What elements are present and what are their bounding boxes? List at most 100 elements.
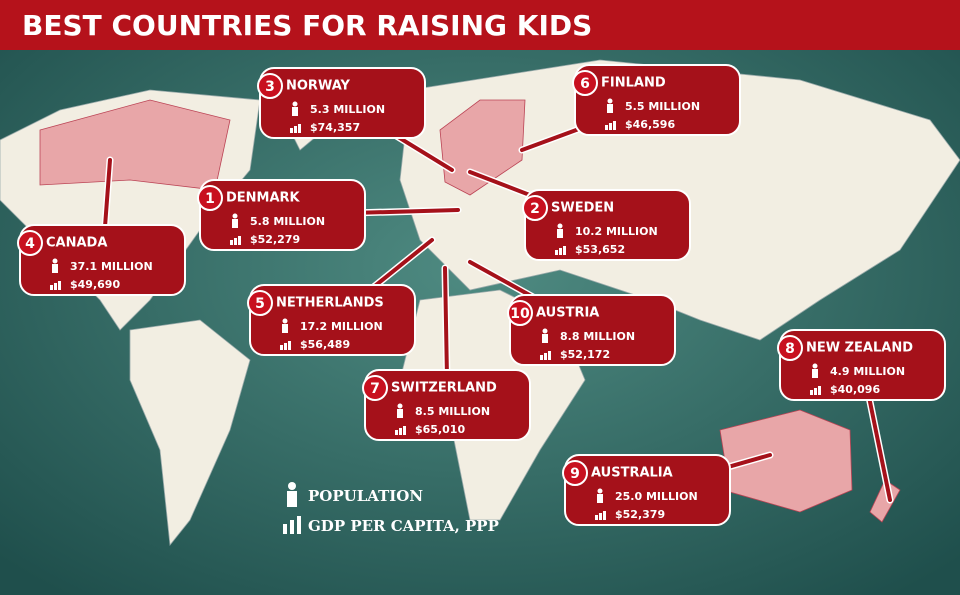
population: 5.3 MILLION: [310, 103, 385, 116]
person-icon: [557, 223, 563, 229]
rank-badge: [247, 290, 273, 316]
person-icon: [232, 219, 238, 228]
chart-icon: [548, 351, 551, 360]
rank: 2: [530, 201, 540, 217]
rank-badge: [17, 230, 43, 256]
person-icon: [542, 328, 548, 334]
country: CANADA: [46, 236, 107, 251]
highlighted-countries: [39, 99, 901, 523]
chart-icon: [298, 124, 301, 133]
gdp: $65,010: [415, 423, 465, 436]
rank: 3: [265, 79, 275, 95]
chart-icon: [288, 341, 291, 350]
chart-icon: [403, 426, 406, 435]
chart-icon: [234, 238, 237, 245]
person-icon: [542, 334, 548, 343]
chart-icon: [399, 428, 402, 435]
chart-icon: [814, 388, 817, 395]
country: SWEDEN: [551, 201, 614, 216]
population: 5.5 MILLION: [625, 100, 700, 113]
rank-badge: [197, 185, 223, 211]
callout: 9 AUSTRALIA 25.0 MILLION $52,379: [562, 451, 774, 526]
callouts: 1 DENMARK 5.8 MILLION $52,279 2 SWEDEN 10.2 MI…: [17, 64, 946, 526]
country: NEW ZEALAND: [806, 341, 913, 356]
population: 8.5 MILLION: [415, 405, 490, 418]
nordics-shape: [439, 99, 526, 196]
rank: 4: [25, 236, 35, 252]
population: 8.8 MILLION: [560, 330, 635, 343]
chart-icon: [230, 240, 233, 245]
person-icon: [397, 409, 403, 418]
person-icon: [282, 318, 288, 324]
population: 10.2 MILLION: [575, 225, 658, 238]
person-icon: [812, 363, 818, 369]
gdp: $52,172: [560, 348, 610, 361]
gdp: $49,690: [70, 278, 120, 291]
gdp: $74,357: [310, 121, 360, 134]
chart-icon: [284, 343, 287, 350]
callout: 10 AUSTRIA 8.8 MILLION $52,172: [466, 258, 676, 366]
chart-icon: [283, 524, 287, 534]
callout-box: [364, 369, 531, 441]
chart-icon: [609, 123, 612, 130]
chart-icon: [297, 516, 301, 534]
person-icon: [597, 488, 603, 494]
person-icon: [607, 98, 613, 104]
person-icon: [52, 258, 58, 264]
person-icon: [557, 229, 563, 238]
person-icon: [292, 107, 298, 116]
gdp: $52,279: [250, 233, 300, 246]
person-icon: [288, 482, 296, 490]
chart-icon: [238, 236, 241, 245]
legend-population: POPULATION: [308, 487, 423, 505]
rank: 9: [570, 466, 580, 482]
title-bar: [0, 0, 960, 50]
rank-badge: [777, 335, 803, 361]
person-icon: [52, 264, 58, 273]
new-zealand-shape: [869, 479, 901, 523]
title: BEST COUNTRIES FOR RAISING KIDS: [22, 9, 592, 42]
callout-box: [564, 454, 731, 526]
gdp: $40,096: [830, 383, 880, 396]
chart-icon: [559, 248, 562, 255]
gdp: $52,379: [615, 508, 665, 521]
rank-badge: [562, 460, 588, 486]
callout-box: [524, 189, 691, 261]
country: AUSTRALIA: [591, 466, 673, 481]
chart-icon: [280, 345, 283, 350]
chart-icon: [54, 283, 57, 290]
rank: 1: [205, 191, 215, 207]
population: 37.1 MILLION: [70, 260, 153, 273]
chart-icon: [563, 246, 566, 255]
country: NETHERLANDS: [276, 296, 384, 311]
chart-icon: [290, 520, 294, 534]
callout-box: [199, 179, 366, 251]
person-icon: [607, 104, 613, 113]
chart-icon: [544, 353, 547, 360]
population: 5.8 MILLION: [250, 215, 325, 228]
person-icon: [232, 213, 238, 219]
callout-box: [249, 284, 416, 356]
country: NORWAY: [286, 79, 351, 94]
callout-box: [259, 67, 426, 139]
rank-badge: [507, 300, 533, 326]
rank: 6: [580, 76, 590, 92]
chart-icon: [555, 250, 558, 255]
callout: 3 NORWAY 5.3 MILLION $74,357: [257, 67, 456, 174]
chart-icon: [58, 281, 61, 290]
callout: 1 DENMARK 5.8 MILLION $52,279: [197, 179, 462, 251]
callout-box: [509, 294, 676, 366]
callout: 4 CANADA 37.1 MILLION $49,690: [17, 156, 186, 296]
person-icon: [397, 403, 403, 409]
person-icon: [282, 324, 288, 333]
chart-icon: [595, 515, 598, 520]
rank-badge: [362, 375, 388, 401]
legend: POPULATION GDP PER CAPITA, PPP: [283, 482, 499, 535]
chart-icon: [540, 355, 543, 360]
country: DENMARK: [226, 191, 301, 206]
chart-icon: [290, 128, 293, 133]
person-icon: [292, 101, 298, 107]
country: AUSTRIA: [536, 306, 599, 321]
population: 25.0 MILLION: [615, 490, 698, 503]
